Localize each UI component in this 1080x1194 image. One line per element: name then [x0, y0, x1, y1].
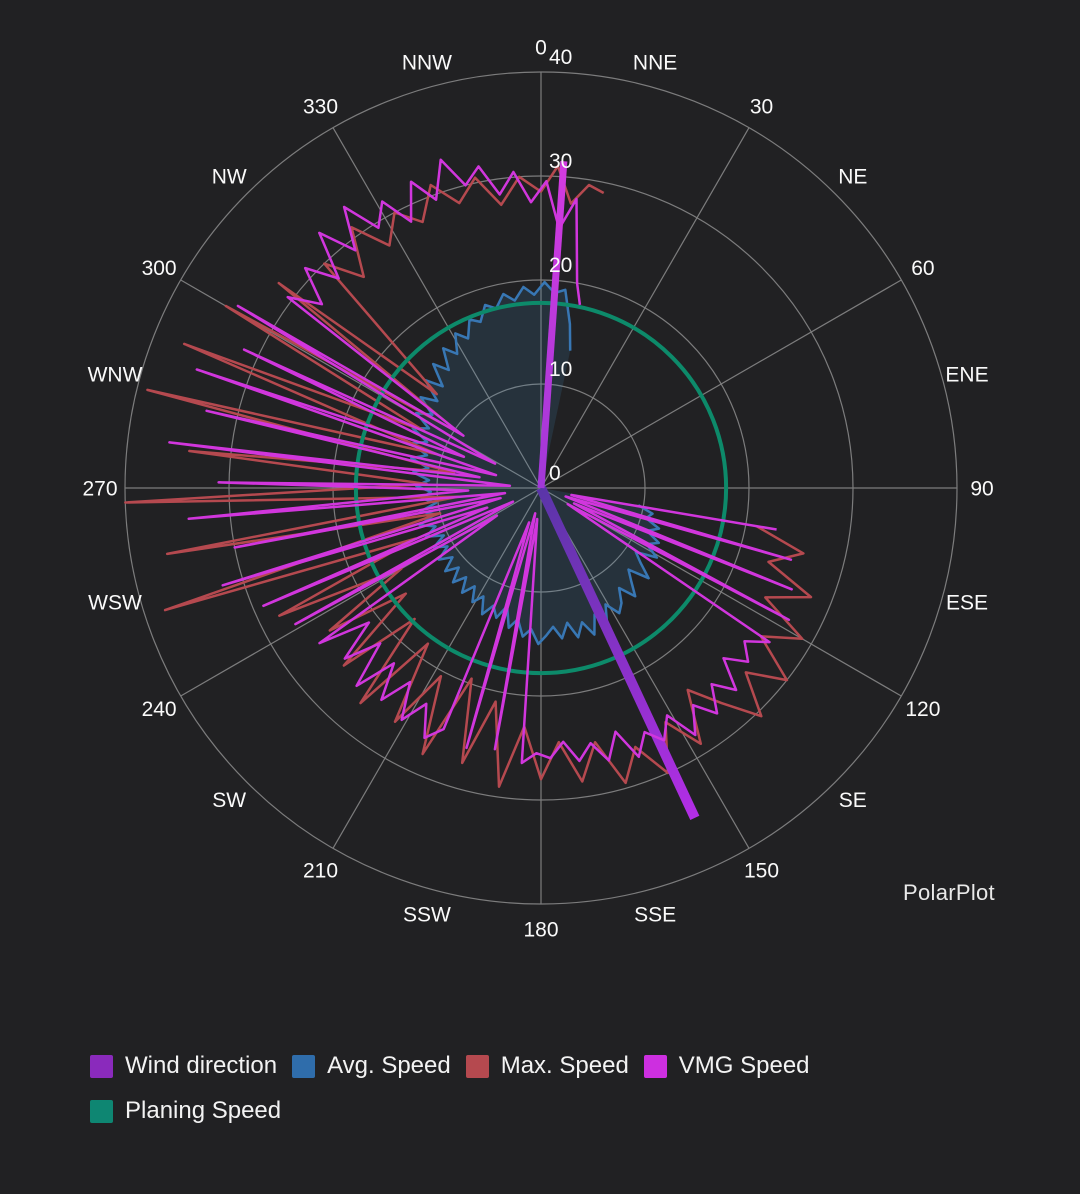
- angular-tick-NNE: NNE: [633, 51, 677, 74]
- series-avg-speed: [409, 280, 661, 646]
- angular-tick-NNW: NNW: [402, 51, 452, 74]
- radial-tick-20: 20: [549, 254, 572, 277]
- angular-tick-300: 300: [142, 257, 177, 280]
- spoke-150: [540, 487, 750, 849]
- spoke-30: [540, 127, 750, 489]
- planing-speed-swatch: [90, 1099, 113, 1123]
- avg-speed-area: [411, 282, 659, 644]
- angular-tick-270: 270: [82, 477, 117, 500]
- avg-speed-label: Avg. Speed: [327, 1052, 451, 1079]
- angular-axis-labels: 0 NNE 30 NE 60 ENE 90 ESE 120 SE 150 SSE 180 SSW 210 SW…: [82, 36, 993, 941]
- angular-tick-SSE: SSE: [634, 903, 676, 926]
- angular-tick-WNW: WNW: [88, 363, 143, 386]
- angular-tick-330: 330: [303, 95, 338, 118]
- vmg-speed-line: [168, 158, 793, 765]
- radial-tick-40: 40: [549, 46, 572, 69]
- angular-tick-60: 60: [911, 257, 934, 280]
- vmg-speed-swatch: [643, 1054, 667, 1078]
- legend: Wind direction Avg. Speed Max. Speed VMG Sp…: [90, 1052, 930, 1125]
- angular-tick-90: 90: [970, 477, 993, 500]
- polar-grid: [124, 71, 958, 905]
- angular-tick-0: 0: [535, 36, 547, 59]
- radial-tick-30: 30: [549, 150, 572, 173]
- angular-tick-ESE: ESE: [946, 591, 988, 614]
- vmg-speed-label: VMG Speed: [678, 1052, 810, 1079]
- radial-axis-labels: 0 10 20 30 40: [549, 46, 572, 485]
- wind-direction-ray-4: [537, 160, 568, 489]
- angular-tick-ENE: ENE: [945, 363, 988, 386]
- spoke-240: [180, 487, 542, 697]
- angular-tick-30: 30: [750, 95, 773, 118]
- legend-item-max-speed[interactable]: Max. Speed: [465, 1052, 629, 1080]
- legend-item-vmg-speed[interactable]: VMG Speed: [643, 1052, 810, 1080]
- wind-direction-label: Wind direction: [125, 1052, 278, 1079]
- wind-direction-swatch: [90, 1054, 113, 1078]
- angular-tick-SW: SW: [212, 789, 246, 812]
- angular-tick-NE: NE: [838, 166, 867, 189]
- planing-speed-label: Planing Speed: [125, 1097, 282, 1124]
- avg-speed-swatch: [292, 1054, 316, 1078]
- radial-tick-10: 10: [549, 358, 572, 381]
- angular-tick-SSW: SSW: [403, 903, 451, 926]
- wind-direction-ray-155: [536, 485, 700, 821]
- spoke-330: [332, 127, 542, 489]
- legend-item-planing-speed[interactable]: Planing Speed: [90, 1097, 281, 1125]
- angular-tick-NW: NW: [212, 166, 247, 189]
- angular-tick-150: 150: [744, 859, 779, 882]
- angular-tick-210: 210: [303, 859, 338, 882]
- legend-item-wind-direction[interactable]: Wind direction: [90, 1052, 277, 1080]
- angular-tick-120: 120: [905, 698, 940, 721]
- max-speed-swatch: [465, 1054, 489, 1078]
- plot-title: PolarPlot: [903, 880, 995, 905]
- legend-item-avg-speed[interactable]: Avg. Speed: [292, 1052, 451, 1080]
- series-vmg-speed: [168, 158, 793, 765]
- spoke-210: [332, 487, 542, 849]
- spoke-60: [540, 279, 902, 489]
- radial-tick-0: 0: [549, 462, 561, 485]
- series-wind-direction: [536, 160, 700, 821]
- max-speed-label: Max. Speed: [500, 1052, 629, 1079]
- angular-tick-WSW: WSW: [88, 591, 142, 614]
- angular-tick-180: 180: [523, 918, 558, 941]
- angular-tick-240: 240: [142, 698, 177, 721]
- angular-tick-SE: SE: [839, 789, 867, 812]
